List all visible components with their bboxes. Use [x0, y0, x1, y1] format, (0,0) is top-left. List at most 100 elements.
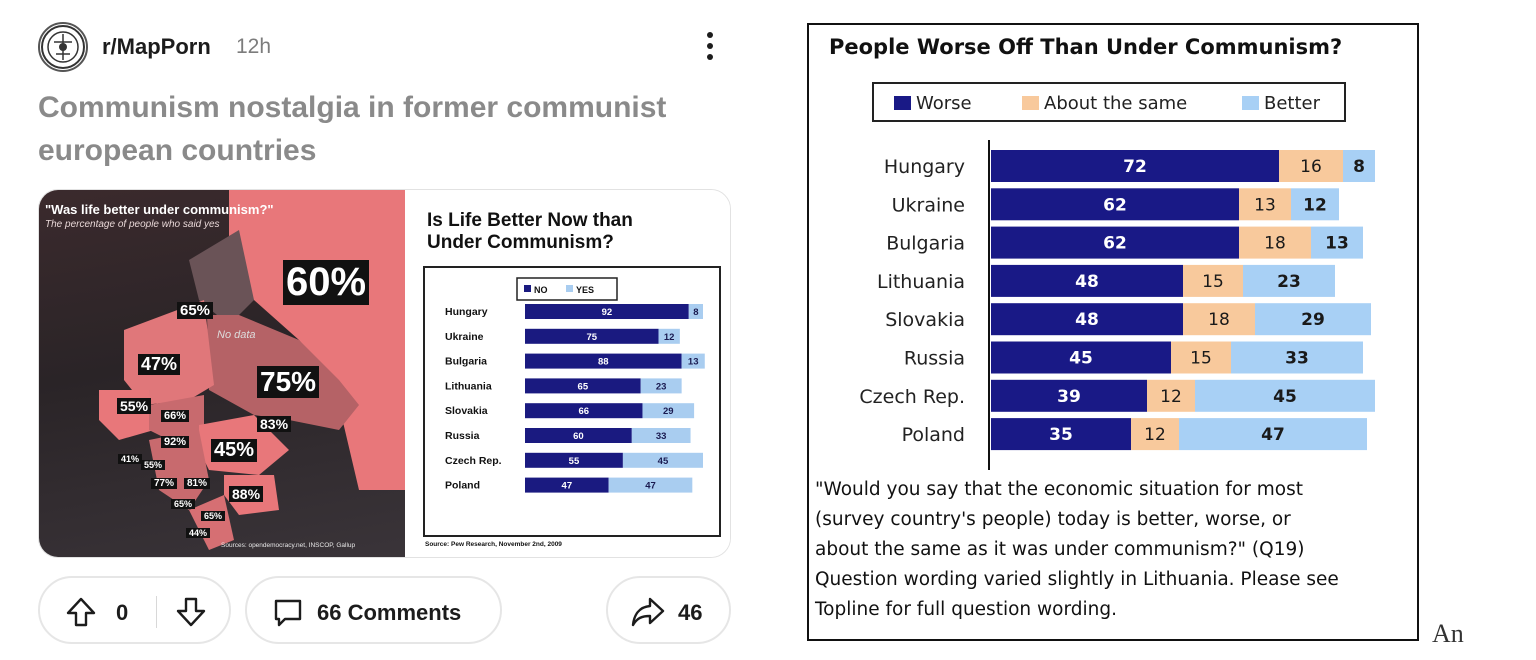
vote-control: 0: [38, 576, 231, 644]
big-chart-bar-worse: [991, 150, 1279, 182]
big-chart-category-label: Czech Rep.: [859, 386, 965, 408]
big-chart-value-label: 13: [1325, 234, 1349, 254]
upvote-icon[interactable]: [64, 595, 98, 629]
legend-swatch-better: [1242, 96, 1259, 110]
pew-bar-yes: [622, 452, 703, 468]
pew-bar-no: [525, 428, 632, 443]
pew-bar-no: [525, 477, 609, 493]
big-chart-value-label: 18: [1264, 234, 1286, 254]
pew-value-label: 55: [569, 456, 580, 467]
big-chart-category-label: Ukraine: [892, 194, 965, 216]
map-title: "Was life better under communism?": [45, 202, 274, 217]
pew-category-label: Hungary: [445, 306, 488, 318]
corner-text: An: [1432, 619, 1464, 648]
pew-category-label: Lithuania: [445, 380, 492, 392]
big-chart-plot: Hungary 72 16 8 Ukraine 62 13 12 Bulgaria 62 18 13 L…: [859, 140, 1375, 470]
more-options-icon[interactable]: [698, 26, 722, 66]
pew-value-label: 75: [586, 332, 597, 343]
pew-small-chart: NO YES Hungary 92 8 Ukraine 75 12 Bulgaria 88 13 Li…: [445, 277, 705, 493]
pew-value-label: 45: [658, 456, 669, 467]
question-line-5: Topline for full question wording.: [815, 599, 1117, 620]
map-label-croatia: 55%: [141, 460, 166, 470]
pew-category-label: Poland: [445, 480, 480, 492]
pew-bar-yes: [640, 378, 682, 394]
pew-value-label: 92: [602, 307, 613, 318]
pew-value-label: 66: [578, 406, 589, 417]
comments-button[interactable]: 66 Comments: [245, 576, 502, 644]
map-label-belarus: 65%: [177, 302, 214, 319]
subreddit-name[interactable]: r/MapPorn: [102, 34, 211, 59]
post-image[interactable]: "Was life better under communism?" The p…: [38, 189, 731, 558]
big-chart-value-label: 33: [1285, 349, 1309, 369]
big-chart-value-label: 12: [1303, 195, 1327, 215]
big-chart-bar-better: [1311, 226, 1363, 259]
big-chart-value-label: 35: [1049, 425, 1073, 445]
big-chart-bar-about-the-same: [1147, 379, 1195, 412]
pew-value-label: 33: [656, 431, 667, 442]
big-chart-value-label: 45: [1069, 349, 1093, 369]
post-age: 12h: [236, 35, 272, 58]
big-chart-value-label: 13: [1254, 195, 1276, 215]
question-line-4: Question wording varied slightly in Lith…: [815, 569, 1339, 590]
big-chart-category-label: Lithuania: [877, 271, 965, 293]
big-chart-title: People Worse Off Than Under Communism?: [829, 35, 1343, 59]
post-title[interactable]: Communism nostalgia in former communist …: [38, 91, 667, 167]
downvote-icon[interactable]: [174, 595, 208, 629]
big-chart-bar-worse: [991, 341, 1171, 374]
legend-label-better: Better: [1264, 93, 1321, 114]
worse-off-chart: People Worse Off Than Under Communism? W…: [807, 23, 1419, 641]
pew-bar-no: [525, 403, 643, 419]
big-chart-value-label: 39: [1057, 387, 1081, 407]
big-chart-value-label: 48: [1075, 272, 1099, 292]
legend-swatch-same: [1022, 96, 1039, 110]
map-label-russia: 60%: [283, 260, 370, 305]
share-count: 46: [678, 600, 703, 625]
map-label-bosnia: 77%: [151, 478, 178, 489]
big-chart-value-label: 29: [1301, 310, 1325, 330]
big-chart-bar-better: [1231, 341, 1363, 374]
pew-chart-title: Is Life Better Now than Under Communism?: [427, 210, 633, 254]
pew-legend-box: [516, 277, 618, 301]
pew-chart-source: Source: Pew Research, November 2nd, 2009: [425, 541, 562, 548]
pew-value-label: 47: [562, 481, 573, 492]
big-chart-value-label: 47: [1261, 425, 1285, 445]
big-chart-category-label: Poland: [902, 424, 965, 446]
map-sources: Sources: opendemocracy.net, INSCOP, Gall…: [221, 542, 356, 549]
comments-label: 66 Comments: [317, 600, 462, 625]
pew-category-label: Ukraine: [445, 331, 484, 343]
big-chart-value-label: 62: [1103, 195, 1127, 215]
pew-chart-frame: NO YES Hungary 92 8 Ukraine 75 12 Bulgaria 88 13 Li…: [423, 266, 721, 537]
legend-label-worse: Worse: [916, 93, 972, 114]
map-no-data-label: No data: [217, 329, 256, 341]
big-chart-bar-about-the-same: [1183, 264, 1243, 297]
map-label-slovenia: 41%: [118, 454, 143, 464]
big-chart-value-label: 15: [1202, 272, 1224, 292]
map-label-moldova: 83%: [257, 416, 292, 432]
big-chart-value-label: 62: [1103, 234, 1127, 254]
legend-swatch-worse: [894, 96, 911, 110]
big-chart-bar-about-the-same: [1171, 341, 1231, 374]
big-chart-value-label: 72: [1123, 157, 1147, 177]
pew-value-label: 47: [645, 481, 656, 492]
map-label-albania: 44%: [186, 528, 211, 538]
big-chart-bar-worse: [991, 303, 1183, 336]
vote-score: 0: [116, 600, 129, 625]
big-chart-bar-worse: [991, 226, 1239, 259]
big-chart-bar-better: [1291, 188, 1339, 221]
big-chart-value-label: 12: [1160, 387, 1182, 407]
share-button[interactable]: 46: [606, 576, 731, 644]
pew-legend-swatch-yes: [566, 285, 573, 292]
pew-bar-yes: [608, 477, 693, 493]
subreddit-avatar[interactable]: [38, 22, 88, 72]
pew-legend-label-yes: YES: [576, 285, 594, 295]
map-label-hungary: 92%: [161, 436, 190, 448]
pew-bar-yes: [681, 353, 705, 369]
big-chart-bar-better: [1343, 150, 1375, 182]
map-label-bulgaria: 88%: [229, 486, 264, 502]
big-chart-value-label: 8: [1353, 157, 1365, 177]
big-chart-bar-better: [1243, 264, 1335, 297]
pew-bar-yes: [688, 304, 703, 319]
comment-icon: [274, 599, 302, 627]
map-subtitle: The percentage of people who said yes: [45, 219, 220, 230]
big-chart-category-label: Slovakia: [885, 309, 965, 331]
